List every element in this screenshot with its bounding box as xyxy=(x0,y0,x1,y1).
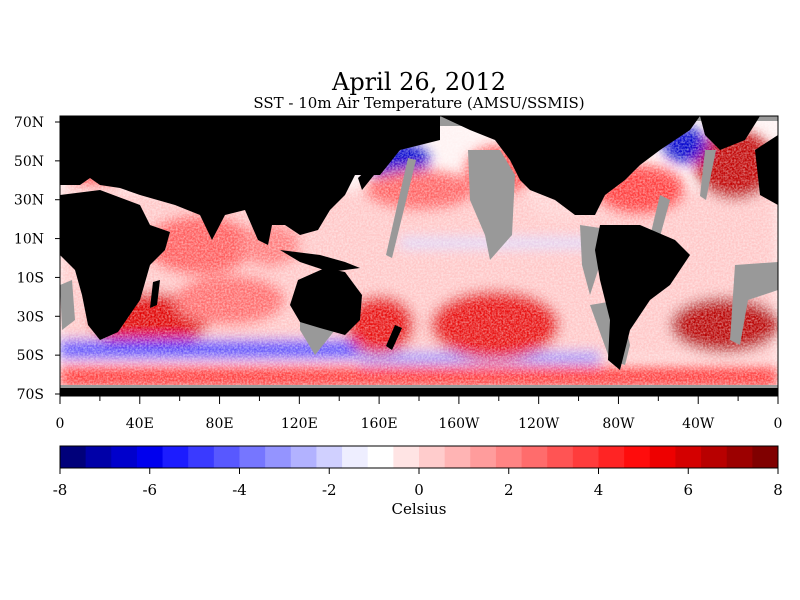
lon-tick-label: 40W xyxy=(682,416,715,432)
colorbar-tick-label: -4 xyxy=(232,481,247,499)
land-europe-west xyxy=(755,135,778,205)
lon-tick-label: 120W xyxy=(518,416,560,432)
colorbar-swatch xyxy=(675,446,702,468)
colorbar-swatch xyxy=(726,446,753,468)
lat-tick-label: 30N xyxy=(14,193,44,209)
colorbar-unit-label: Celsius xyxy=(391,500,446,518)
land-antarctica xyxy=(60,388,778,396)
land-new-zealand xyxy=(386,325,402,350)
land-greenland xyxy=(700,116,760,150)
colorbar-swatch xyxy=(752,446,779,468)
land-eurasia xyxy=(60,116,440,245)
lat-tick-label: 70S xyxy=(17,387,44,403)
colorbar-swatch xyxy=(547,446,574,468)
lat-tick-label: 50S xyxy=(17,348,44,364)
latitude-axis: 70N 50N 30N 10N 10S 30S 50S 70S xyxy=(14,115,60,403)
lon-tick-label: 40E xyxy=(126,416,154,432)
lat-tick-label: 50N xyxy=(14,154,44,170)
colorbar xyxy=(59,445,779,469)
colorbar-swatch xyxy=(649,446,676,468)
colorbar-tick-label: 2 xyxy=(504,481,514,499)
colorbar-swatch xyxy=(444,446,471,468)
colorbar-tick-label: 0 xyxy=(414,481,424,499)
lon-tick-label: 160E xyxy=(361,416,398,432)
land-australia xyxy=(290,268,362,335)
colorbar-tick-label: 6 xyxy=(683,481,693,499)
land-madagascar xyxy=(150,280,160,308)
lon-tick-label: 120E xyxy=(281,416,318,432)
land-south-america xyxy=(595,225,690,370)
colorbar-swatch xyxy=(701,446,728,468)
colorbar-swatch xyxy=(136,446,164,468)
land-japan xyxy=(358,165,378,190)
colorbar-swatch xyxy=(521,446,548,468)
colorbar-swatch xyxy=(495,446,523,468)
map-subtitle: SST - 10m Air Temperature (AMSU/SSMIS) xyxy=(253,94,584,112)
lat-tick-label: 10S xyxy=(17,270,44,286)
colorbar-swatch xyxy=(419,446,446,468)
colorbar-swatch xyxy=(367,446,394,468)
colorbar-swatch xyxy=(239,446,266,468)
lon-tick-label: 0 xyxy=(56,416,65,432)
colorbar-tick-label: -8 xyxy=(53,481,68,499)
colorbar-tick-label: 8 xyxy=(773,481,783,499)
land-masses xyxy=(60,116,778,396)
colorbar-swatch xyxy=(162,446,189,468)
lon-tick-label: 0 xyxy=(774,416,783,432)
colorbar-swatch xyxy=(316,446,343,468)
colorbar-swatch xyxy=(598,446,625,468)
lat-tick-label: 10N xyxy=(14,232,44,248)
lat-tick-label: 30S xyxy=(17,309,44,325)
lat-tick-label: 70N xyxy=(14,115,44,131)
colorbar-swatch xyxy=(60,446,87,468)
land-africa xyxy=(60,190,170,340)
land-indonesia xyxy=(280,250,360,272)
colorbar-swatch xyxy=(470,446,497,468)
longitude-axis: 0 40E 80E 120E 160E 160W 120W 80W 40W 0 xyxy=(56,396,783,432)
land-north-america xyxy=(440,116,700,215)
colorbar-swatch xyxy=(342,446,369,468)
lon-tick-label: 80W xyxy=(602,416,635,432)
colorbar-swatch xyxy=(290,446,317,468)
colorbar-tick-label: -2 xyxy=(322,481,337,499)
colorbar-ticks: -8 -6 -4 -2 0 2 4 6 8 xyxy=(53,468,783,499)
lon-tick-label: 80E xyxy=(206,416,234,432)
colorbar-swatch xyxy=(188,446,215,468)
colorbar-swatch xyxy=(393,446,420,468)
map-title: April 26, 2012 xyxy=(331,68,506,96)
colorbar-swatch xyxy=(111,446,138,468)
lon-tick-label: 160W xyxy=(438,416,480,432)
map-plot-area xyxy=(60,116,778,396)
colorbar-tick-label: 4 xyxy=(594,481,604,499)
colorbar-swatch xyxy=(265,446,292,468)
colorbar-swatch xyxy=(85,446,112,468)
colorbar-swatch xyxy=(213,446,240,468)
colorbar-tick-label: -6 xyxy=(142,481,157,499)
colorbar-swatch xyxy=(624,446,651,468)
colorbar-swatch xyxy=(572,446,599,468)
